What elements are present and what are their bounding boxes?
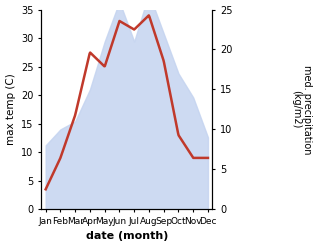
Y-axis label: max temp (C): max temp (C) <box>5 74 16 145</box>
Y-axis label: med. precipitation
(kg/m2): med. precipitation (kg/m2) <box>291 65 313 154</box>
X-axis label: date (month): date (month) <box>86 231 168 242</box>
